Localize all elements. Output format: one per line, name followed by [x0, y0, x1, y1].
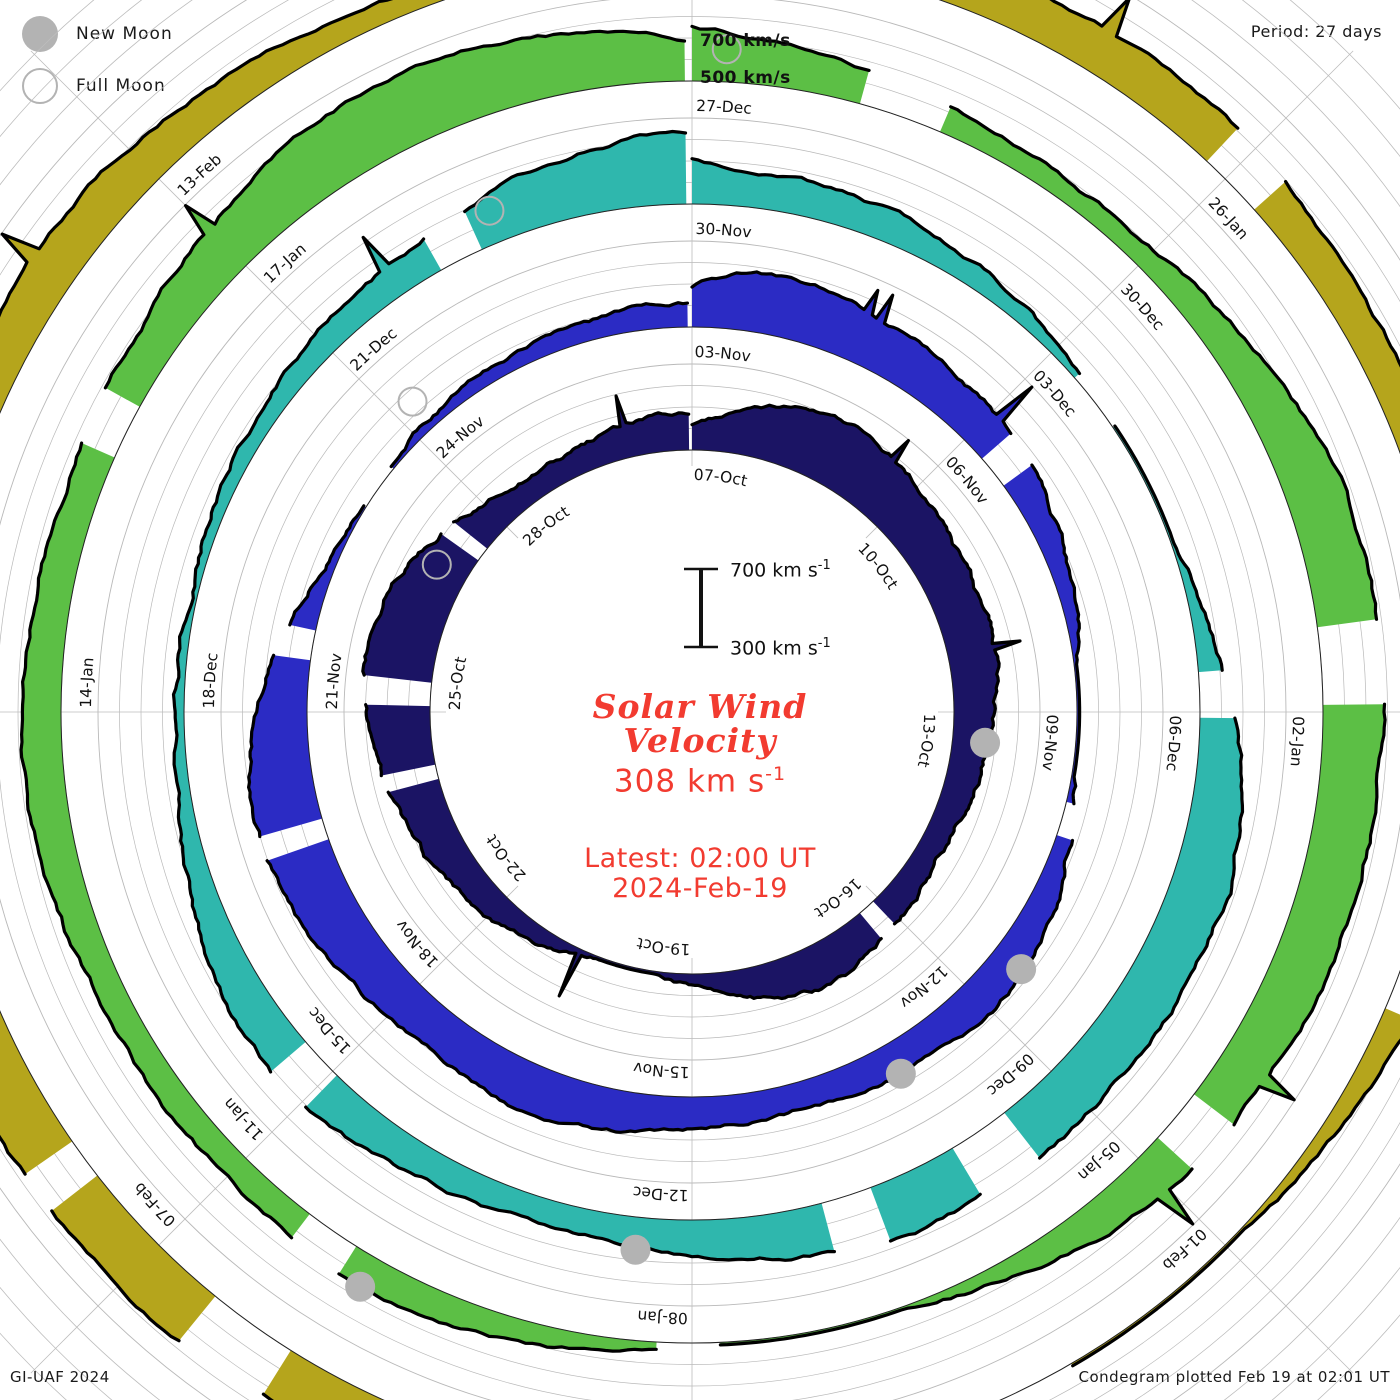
full-moon-marker — [711, 34, 742, 65]
date-label: 27-Dec — [696, 97, 753, 118]
new-moon-marker — [1006, 954, 1037, 985]
radial-tick-label-500: 500 km/s — [700, 68, 791, 88]
radial-tick-label-700: 700 km/s — [700, 31, 791, 51]
date-label: 10-Oct — [854, 539, 901, 592]
new-moon-marker — [885, 1058, 916, 1089]
legend-label-new-moon: New Moon — [76, 24, 173, 44]
velocity-scale-bar: 700 km s-1 300 km s-1 — [672, 558, 852, 659]
latest-timestamp: Latest: 02:00 UT 2024-Feb-19 — [584, 842, 816, 904]
date-label: 19-Oct — [635, 934, 690, 958]
new-moon-marker — [970, 727, 1001, 758]
center-readout: Solar Wind Velocity 308 km s-1 Latest: 0… — [430, 690, 970, 904]
date-label: 14-Jan — [77, 657, 97, 708]
date-label: 08-Jan — [637, 1307, 688, 1327]
date-label: 21-Nov — [323, 652, 346, 710]
scale-bar-top-label: 700 km s-1 — [730, 558, 831, 582]
date-label: 09-Nov — [1038, 714, 1061, 772]
date-label: 07-Oct — [694, 466, 749, 490]
full-moon-marker — [397, 386, 428, 417]
moon-legend: New Moon Full Moon — [22, 8, 173, 112]
full-moon-marker — [474, 195, 505, 226]
legend-item-new-moon: New Moon — [22, 8, 173, 60]
new-moon-icon — [22, 16, 58, 52]
legend-label-full-moon: Full Moon — [76, 76, 166, 96]
footer-credit: GI-UAF 2024 — [10, 1368, 110, 1386]
new-moon-marker — [345, 1271, 376, 1302]
date-label: 28-Oct — [519, 503, 572, 550]
footer-plot-time: Condegram plotted Feb 19 at 02:01 UT — [1078, 1368, 1390, 1386]
date-label: 02-Jan — [1287, 716, 1307, 767]
chart-title: Solar Wind Velocity — [592, 687, 808, 760]
full-moon-marker — [421, 549, 452, 580]
current-velocity-value: 308 km s-1 — [613, 763, 787, 800]
date-label: 30-Nov — [695, 220, 752, 242]
date-label: 15-Nov — [632, 1058, 690, 1081]
date-label: 06-Dec — [1162, 715, 1184, 772]
scale-bar-bottom-label: 300 km s-1 — [730, 636, 831, 660]
legend-item-full-moon: Full Moon — [22, 60, 173, 112]
date-label: 18-Dec — [200, 652, 222, 709]
date-label: 03-Nov — [694, 343, 752, 366]
date-label: 12-Dec — [632, 1182, 689, 1204]
full-moon-icon — [22, 68, 58, 104]
new-moon-marker — [620, 1234, 651, 1265]
period-label: Period: 27 days — [1250, 22, 1382, 41]
